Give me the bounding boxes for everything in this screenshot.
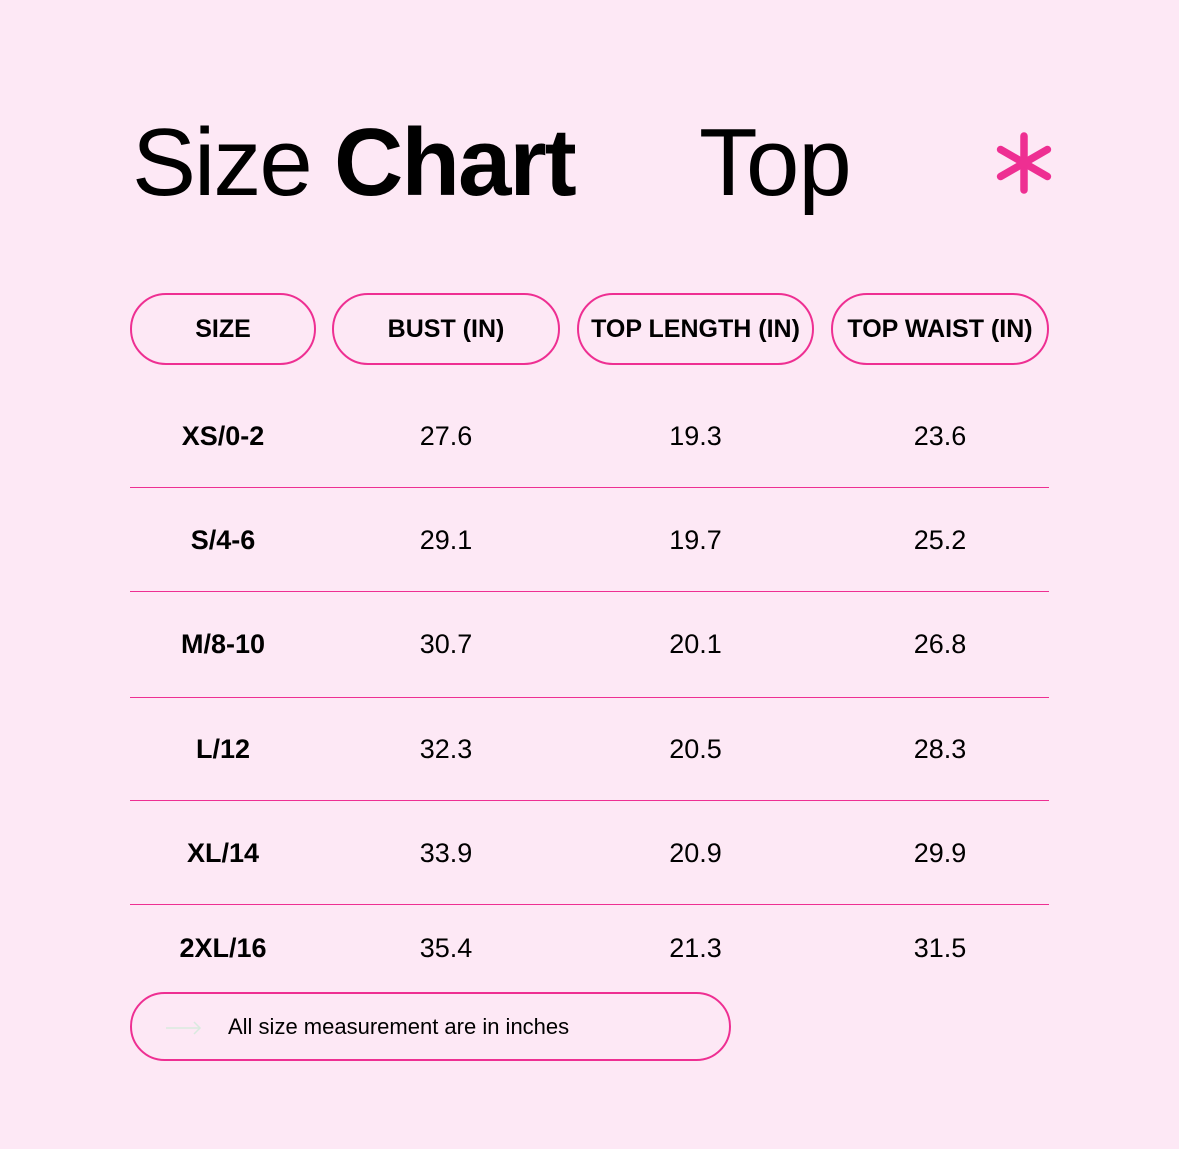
row-divider bbox=[130, 904, 1049, 905]
measurement-note: All size measurement are in inches bbox=[130, 992, 731, 1061]
column-header-top-waist: TOP WAIST (IN) bbox=[831, 293, 1049, 365]
top-length-cell: 21.3 bbox=[669, 933, 722, 963]
top-waist-cell: 31.5 bbox=[913, 933, 967, 963]
top-waist-cell: 25.2 bbox=[913, 525, 967, 555]
bust-cell: 30.7 bbox=[419, 629, 473, 659]
note-text: All size measurement are in inches bbox=[228, 1014, 570, 1039]
row-divider bbox=[130, 487, 1049, 488]
bust-cell: 27.6 bbox=[419, 421, 473, 451]
table-row: M/8-10 30.7 20.1 26.8 bbox=[130, 624, 1049, 664]
top-waist-cell: 28.3 bbox=[913, 734, 967, 764]
bust-cell: 29.1 bbox=[419, 525, 473, 555]
asterisk-icon bbox=[996, 132, 1052, 194]
size-cell: L/12 bbox=[195, 734, 251, 764]
title-size-word: Size bbox=[132, 109, 313, 216]
top-length-cell: 19.7 bbox=[669, 525, 722, 555]
column-header-top-length: TOP LENGTH (IN) bbox=[577, 293, 814, 365]
size-cell: S/4-6 bbox=[190, 525, 256, 555]
row-divider bbox=[130, 697, 1049, 698]
size-cell: M/8-10 bbox=[180, 629, 266, 659]
top-length-cell: 20.1 bbox=[669, 629, 722, 659]
arrow-right-icon bbox=[166, 1021, 202, 1035]
size-cell: XS/0-2 bbox=[181, 421, 265, 451]
row-divider bbox=[130, 591, 1049, 592]
table-row: S/4-6 29.1 19.7 25.2 bbox=[130, 520, 1049, 560]
column-header-bust: BUST (IN) bbox=[332, 293, 560, 365]
bust-cell: 35.4 bbox=[419, 933, 473, 963]
column-header-size: SIZE bbox=[130, 293, 316, 365]
size-cell: XL/14 bbox=[186, 838, 260, 868]
top-waist-cell: 23.6 bbox=[913, 421, 967, 451]
title-category: Top bbox=[699, 109, 852, 216]
top-waist-cell: 26.8 bbox=[913, 629, 967, 659]
top-length-cell: 20.9 bbox=[669, 838, 722, 868]
top-waist-cell: 29.9 bbox=[913, 838, 967, 868]
bust-cell: 33.9 bbox=[419, 838, 473, 868]
bust-cell: 32.3 bbox=[419, 734, 473, 764]
table-row: XL/14 33.9 20.9 29.9 bbox=[130, 833, 1049, 873]
page-title: Size Chart Top bbox=[132, 108, 1062, 218]
row-divider bbox=[130, 800, 1049, 801]
table-row: 2XL/16 35.4 21.3 31.5 bbox=[130, 928, 1049, 968]
top-length-cell: 19.3 bbox=[669, 421, 722, 451]
table-row: L/12 32.3 20.5 28.3 bbox=[130, 729, 1049, 769]
size-cell: 2XL/16 bbox=[179, 933, 267, 963]
title-chart-word: Chart bbox=[334, 109, 577, 216]
table-row: XS/0-2 27.6 19.3 23.6 bbox=[130, 416, 1049, 456]
top-length-cell: 20.5 bbox=[669, 734, 722, 764]
